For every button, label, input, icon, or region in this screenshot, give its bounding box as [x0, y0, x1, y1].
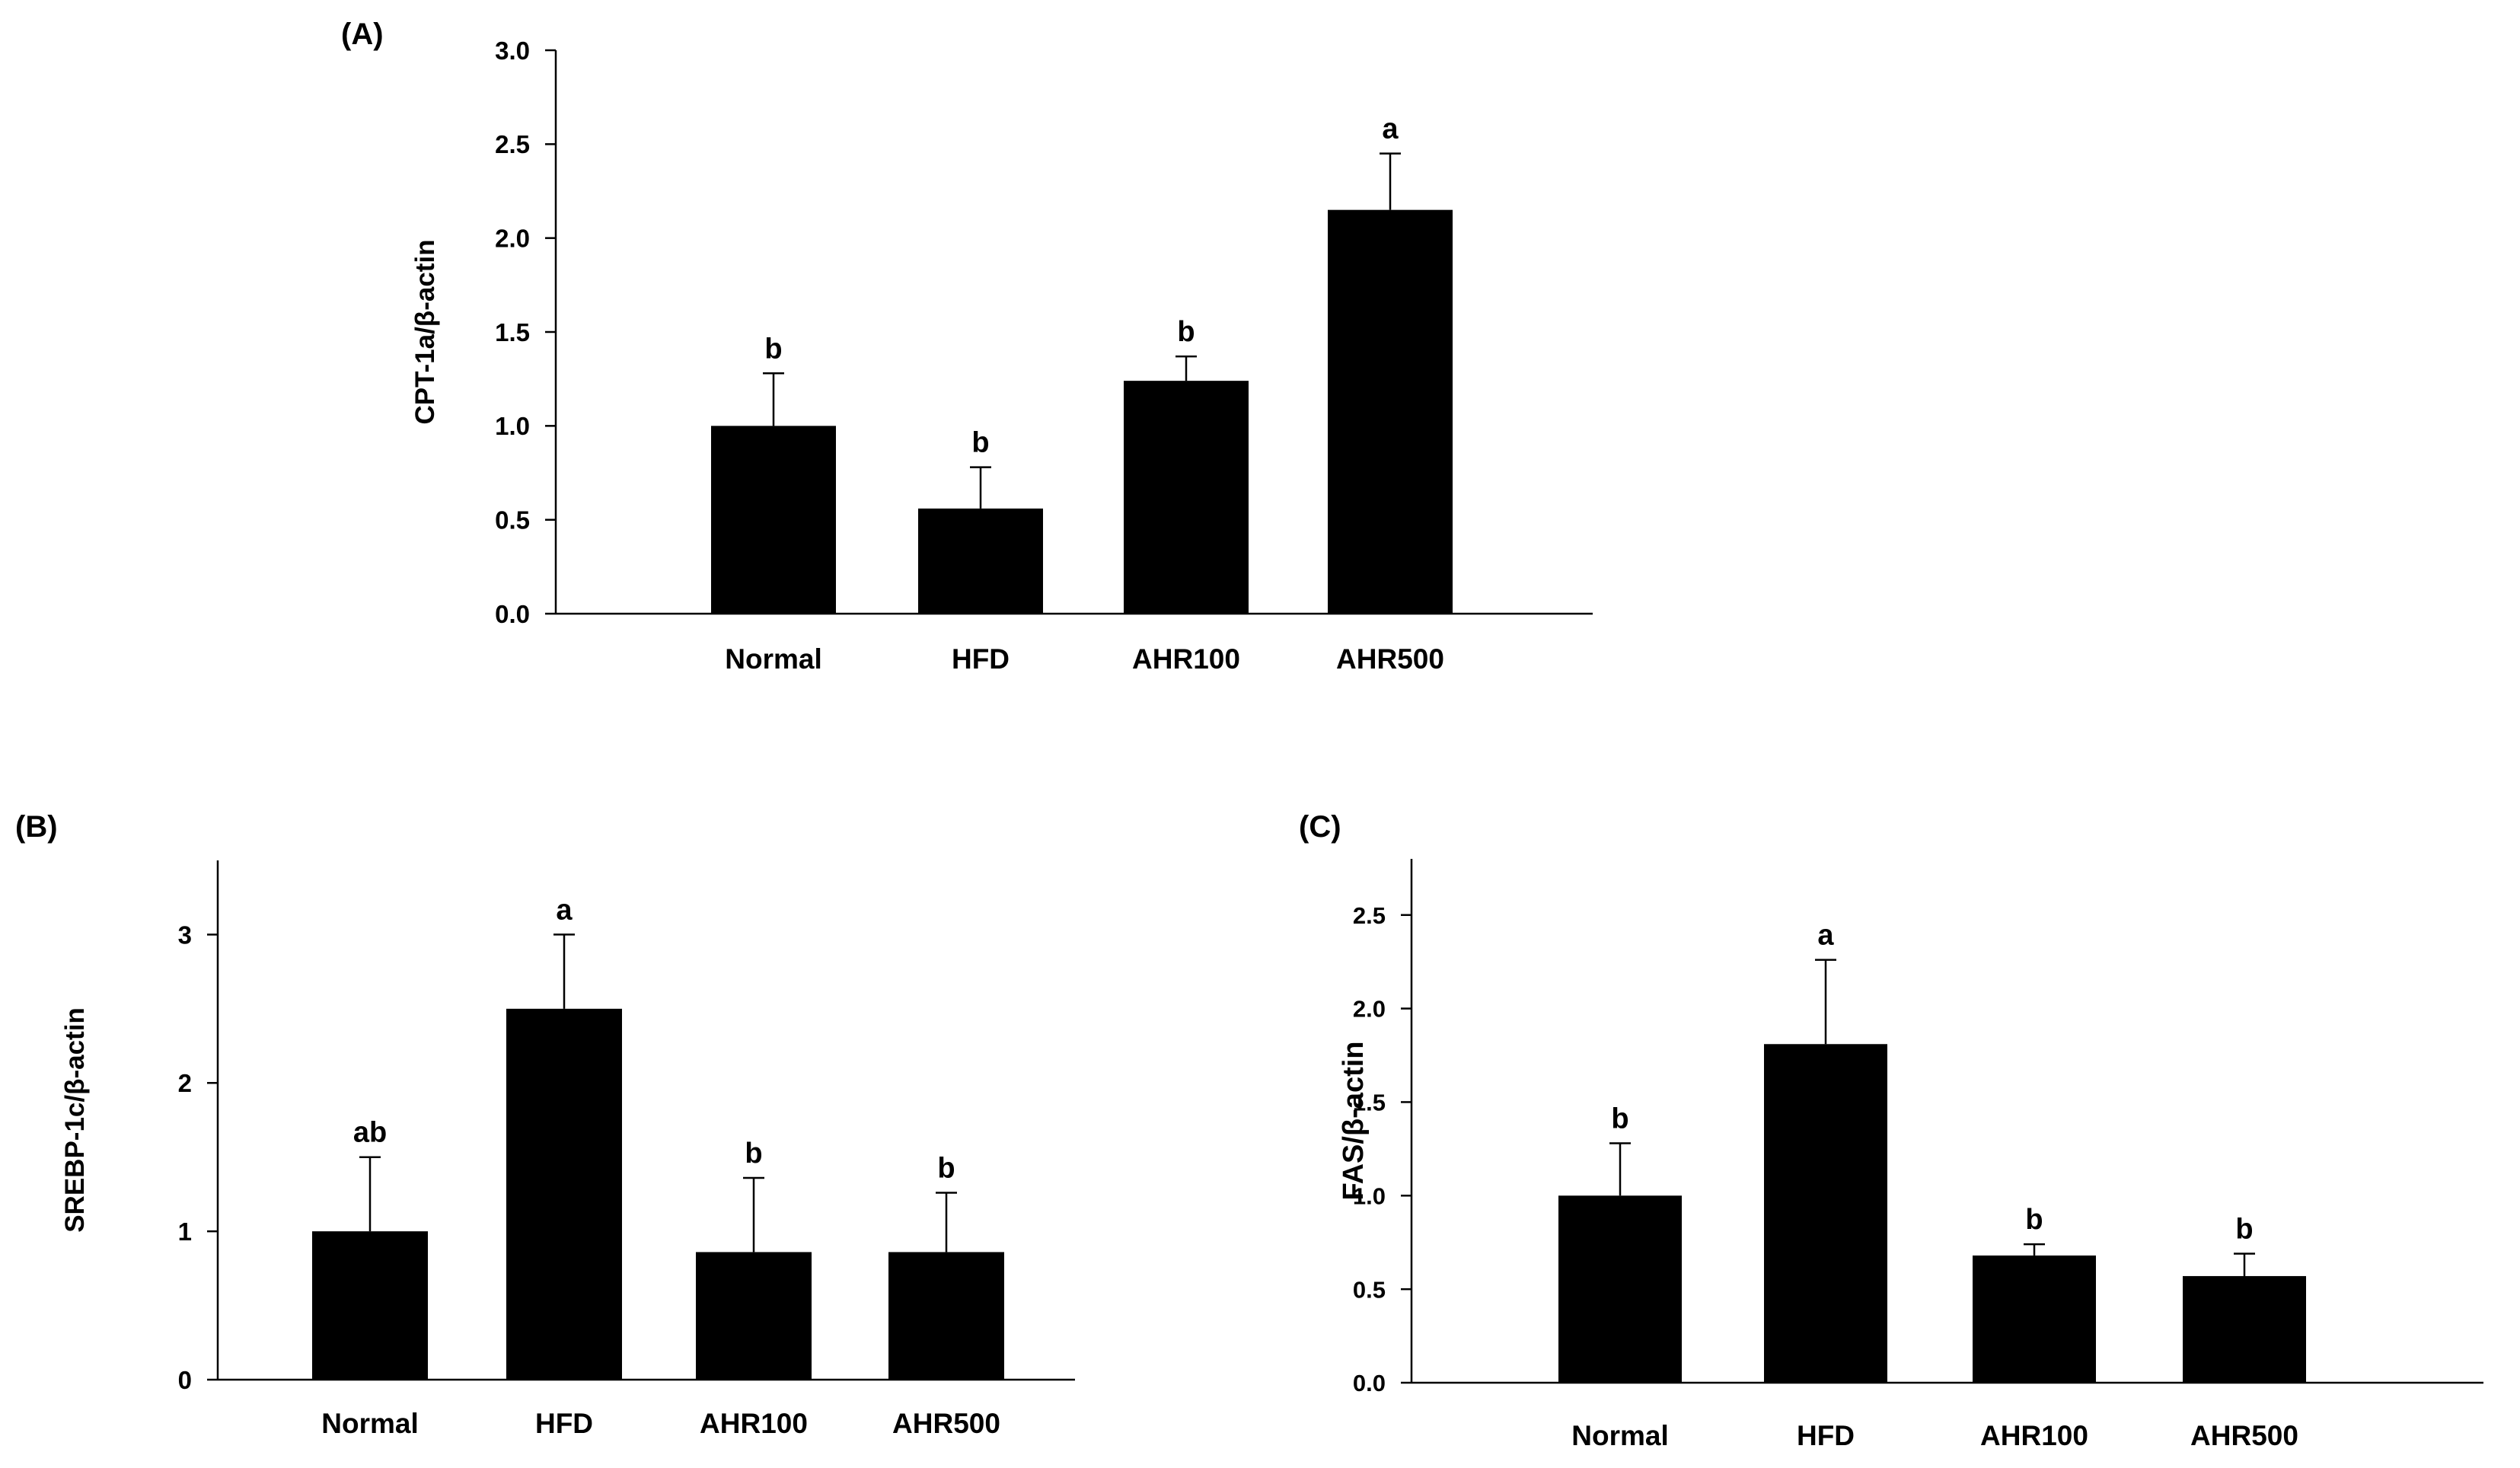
x-tick-label: AHR500 — [892, 1408, 1000, 1439]
y-tick-label: 0.5 — [1353, 1276, 1386, 1303]
bar — [711, 426, 836, 614]
significance-label: b — [2025, 1204, 2043, 1236]
y-tick-label: 2.5 — [495, 130, 530, 158]
y-axis-title: SREBP-1c/β-actin — [60, 1007, 90, 1233]
chart-panel-c: (C) 0.0 0.5 1.0 1.5 2.0 2.5 FAS/β-actin b Normal a… — [1299, 810, 2483, 1451]
y-tick-label: 1 — [178, 1217, 192, 1246]
x-tick-label: AHR100 — [700, 1408, 808, 1439]
x-tick-label: HFD — [952, 643, 1010, 675]
x-tick-label: HFD — [535, 1408, 593, 1439]
y-tick-label: 2.0 — [1353, 996, 1386, 1023]
y-tick-label: 3 — [178, 921, 192, 949]
significance-label: b — [745, 1138, 762, 1170]
significance-label: a — [556, 894, 573, 926]
significance-label: b — [764, 333, 782, 365]
y-tick-label: 3.0 — [495, 37, 530, 65]
significance-label: b — [1611, 1103, 1628, 1135]
bar — [1328, 209, 1453, 614]
x-tick-label: AHR500 — [2190, 1420, 2298, 1451]
significance-label: b — [971, 427, 989, 459]
y-tick-label: 1.5 — [1353, 1090, 1386, 1116]
y-tick-label: 0.0 — [495, 600, 530, 628]
bar — [1764, 1044, 1887, 1383]
bar — [918, 508, 1043, 614]
bar — [696, 1252, 812, 1380]
y-tick-label: 2.0 — [495, 225, 530, 253]
significance-label: a — [1817, 920, 1834, 952]
bar — [888, 1252, 1004, 1380]
bar — [312, 1231, 428, 1380]
y-axis-title: FAS/β-actin — [1338, 1042, 1370, 1201]
panel-label: (C) — [1299, 810, 1341, 844]
y-axis-title: CPT-1a/β-actin — [410, 239, 440, 424]
bar — [1124, 381, 1249, 614]
x-tick-label: Normal — [725, 643, 821, 675]
x-tick-label: AHR100 — [1980, 1420, 2088, 1451]
y-tick-label: 2.5 — [1353, 902, 1386, 929]
bar — [506, 1008, 622, 1380]
x-tick-label: HFD — [1797, 1420, 1855, 1451]
x-tick-label: AHR100 — [1132, 643, 1240, 675]
y-tick-label: 0.5 — [495, 506, 530, 535]
y-tick-label: 0.0 — [1353, 1370, 1386, 1396]
significance-label: a — [1382, 113, 1399, 145]
significance-label: b — [937, 1152, 955, 1184]
panel-label: (A) — [341, 18, 384, 51]
y-tick-label: 0 — [178, 1366, 192, 1394]
bar — [1973, 1255, 2096, 1383]
bar — [2183, 1275, 2306, 1383]
y-tick-label: 2 — [178, 1069, 192, 1097]
x-tick-label: Normal — [1571, 1420, 1668, 1451]
y-tick-label: 1.5 — [495, 318, 530, 346]
chart-panel-a: (A) 0.0 0.5 1.0 1.5 2.0 2.5 3.0 CPT-1a/β-actin b N… — [341, 18, 1593, 675]
chart-panel-b: (B) 0 1 2 3 SREBP-1c/β-actin ab Normal a HFD b AHR1… — [15, 810, 1075, 1439]
bar — [1558, 1195, 1682, 1383]
significance-label: ab — [353, 1117, 387, 1149]
panel-label: (B) — [15, 810, 58, 844]
x-tick-label: AHR500 — [1336, 643, 1444, 675]
y-tick-label: 1.0 — [1353, 1182, 1386, 1209]
y-tick-label: 1.0 — [495, 412, 530, 440]
x-tick-label: Normal — [321, 1408, 418, 1439]
significance-label: b — [1177, 316, 1195, 348]
significance-label: b — [2235, 1213, 2253, 1245]
